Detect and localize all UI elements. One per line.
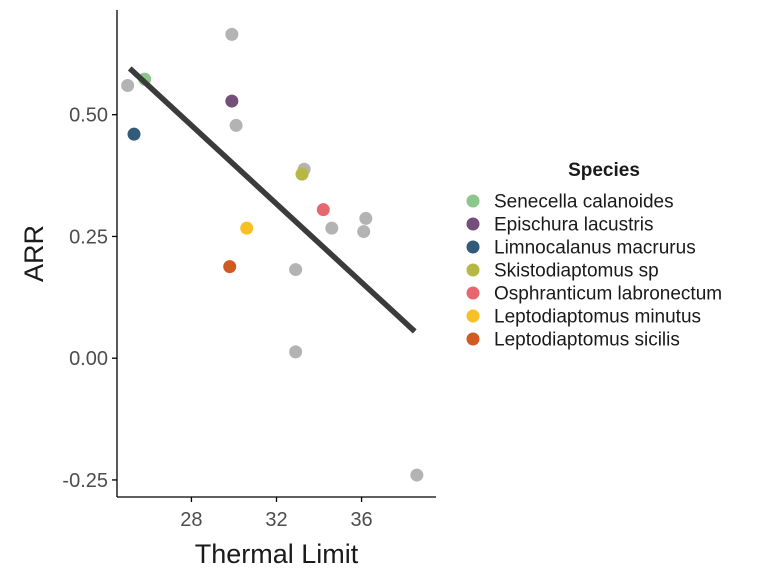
legend-label: Limnocalanus macrurus xyxy=(494,238,696,259)
data-point-species xyxy=(127,127,141,141)
data-point-other xyxy=(225,27,239,41)
y-axis-title: ARR xyxy=(19,225,49,282)
legend-label: Osphranticum labronectum xyxy=(494,284,722,305)
legend-swatch xyxy=(466,286,480,300)
y-ticks: -0.25 0.00 0.25 0.50 xyxy=(62,105,117,492)
legend-label: Skistodiaptomus sp xyxy=(494,261,659,282)
legend-swatch xyxy=(466,263,480,277)
legend-label: Epischura lacustris xyxy=(494,215,653,236)
trend-layer xyxy=(127,66,417,334)
x-tick-label: 32 xyxy=(265,509,287,531)
x-tick-label: 36 xyxy=(350,509,372,531)
data-point-other xyxy=(289,345,303,359)
data-point-other xyxy=(410,468,424,482)
y-tick-label: -0.25 xyxy=(62,470,108,492)
x-axis-title: Thermal Limit xyxy=(195,539,359,569)
data-point-other xyxy=(325,221,339,235)
data-point-other xyxy=(229,118,243,132)
data-point-species xyxy=(225,94,239,108)
axes xyxy=(116,10,436,498)
x-tick-label: 28 xyxy=(180,509,202,531)
y-tick-label: 0.50 xyxy=(69,105,108,127)
legend-label: Leptodiaptomus sicilis xyxy=(494,330,680,351)
x-ticks: 28 32 36 xyxy=(180,497,373,531)
y-tick-label: 0.00 xyxy=(69,348,108,370)
trend-line xyxy=(127,66,417,334)
data-point-species xyxy=(316,203,330,217)
data-point-species xyxy=(295,167,309,181)
legend-label: Senecella calanoides xyxy=(494,192,674,213)
y-tick-label: 0.25 xyxy=(69,226,108,248)
legend-label: Leptodiaptomus minutus xyxy=(494,307,701,328)
legend-swatch xyxy=(466,240,480,254)
legend-swatch xyxy=(466,194,480,208)
legend-title: Species xyxy=(568,160,640,181)
data-point-other xyxy=(359,211,373,225)
legend-swatch xyxy=(466,309,480,323)
data-point-other xyxy=(289,263,303,277)
data-points xyxy=(121,27,424,482)
data-point-species xyxy=(240,221,254,235)
data-point-species xyxy=(223,260,237,274)
legend-swatch xyxy=(466,332,480,346)
data-point-other xyxy=(121,78,135,92)
legend-swatch xyxy=(466,217,480,231)
data-point-other xyxy=(357,225,371,239)
